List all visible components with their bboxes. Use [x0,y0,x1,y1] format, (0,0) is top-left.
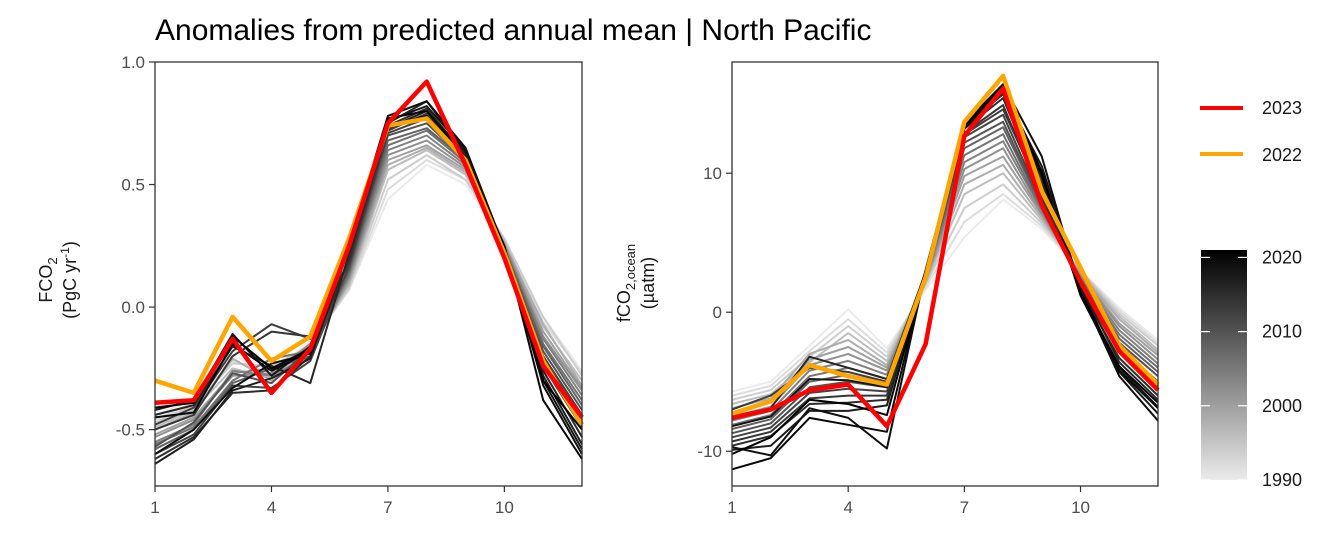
colorbar-tick-label: 2020 [1262,247,1302,267]
x-tick-label: 7 [960,498,969,517]
y-axis-title-fco2: FCO2 (PgC yr-1) [36,241,80,319]
y-axis-unit-sup: -1 [58,247,72,258]
legend-label-2023: 2023 [1262,98,1302,118]
y-tick-label: -10 [697,442,722,461]
x-tick-label: 4 [267,498,276,517]
legend: 2023 2022 [1200,98,1302,165]
svg-text:fCO2,ocean: fCO2,ocean [614,244,638,322]
colorbar-tick-label: 2010 [1262,322,1302,342]
x-tick-label: 10 [495,498,514,517]
colorbar-gradient [1201,250,1247,480]
series-lines [154,79,584,465]
y-tick-label: 0.0 [121,298,145,317]
y-axis-title-fco2-ocean: fCO2,ocean (µatm) [614,244,658,322]
x-tick-label: 1 [727,498,736,517]
series-line-2006 [731,133,1159,426]
y-axis-unit-post: ) [60,241,80,247]
y-tick-label: 1.0 [121,53,145,72]
chart-title: Anomalies from predicted annual mean | N… [155,14,871,47]
y-axis-unit-pre: (PgC yr [60,258,80,319]
x-tick-label: 1 [150,498,159,517]
y-axis-title-sub: 2,ocean [623,244,638,290]
series-lines [731,73,1160,471]
plot-border [154,61,583,487]
series-line-1994 [154,154,583,424]
y-tick-label: 0 [713,303,722,322]
colorbar-tick-label: 1990 [1262,470,1302,490]
y-axis-unit: (µatm) [638,257,658,309]
y-tick-label: 0.5 [121,176,145,195]
x-tick-label: 10 [1071,498,1090,517]
colorbar: 2020 2010 2000 1990 [1201,247,1302,490]
y-axis-title-main: FCO [36,265,56,303]
series-line-2023 [731,86,1160,429]
x-tick-label: 7 [383,498,392,517]
panel-fco2: 1 4 7 10 1.0 0.5 0.0 -0.5 [116,53,584,517]
colorbar-tick-label: 2000 [1262,396,1302,416]
y-tick-label: -0.5 [116,421,145,440]
series-line-2004 [154,134,583,443]
y-axis-title-sub: 2 [45,257,60,264]
series-line-2023 [154,79,584,419]
series-line-2022 [731,73,1160,416]
series-line-2004 [731,140,1159,422]
y-axis-title-main: fCO [614,290,634,322]
svg-text:FCO2: FCO2 [36,257,60,302]
legend-label-2022: 2022 [1262,145,1302,165]
y-tick-label: 10 [703,164,722,183]
x-tick-label: 4 [843,498,852,517]
plot-border [731,61,1159,487]
svg-text:(PgC yr-1): (PgC yr-1) [58,241,80,319]
panel-fco2-ocean: 1 4 7 10 10 0 -10 [697,61,1160,517]
